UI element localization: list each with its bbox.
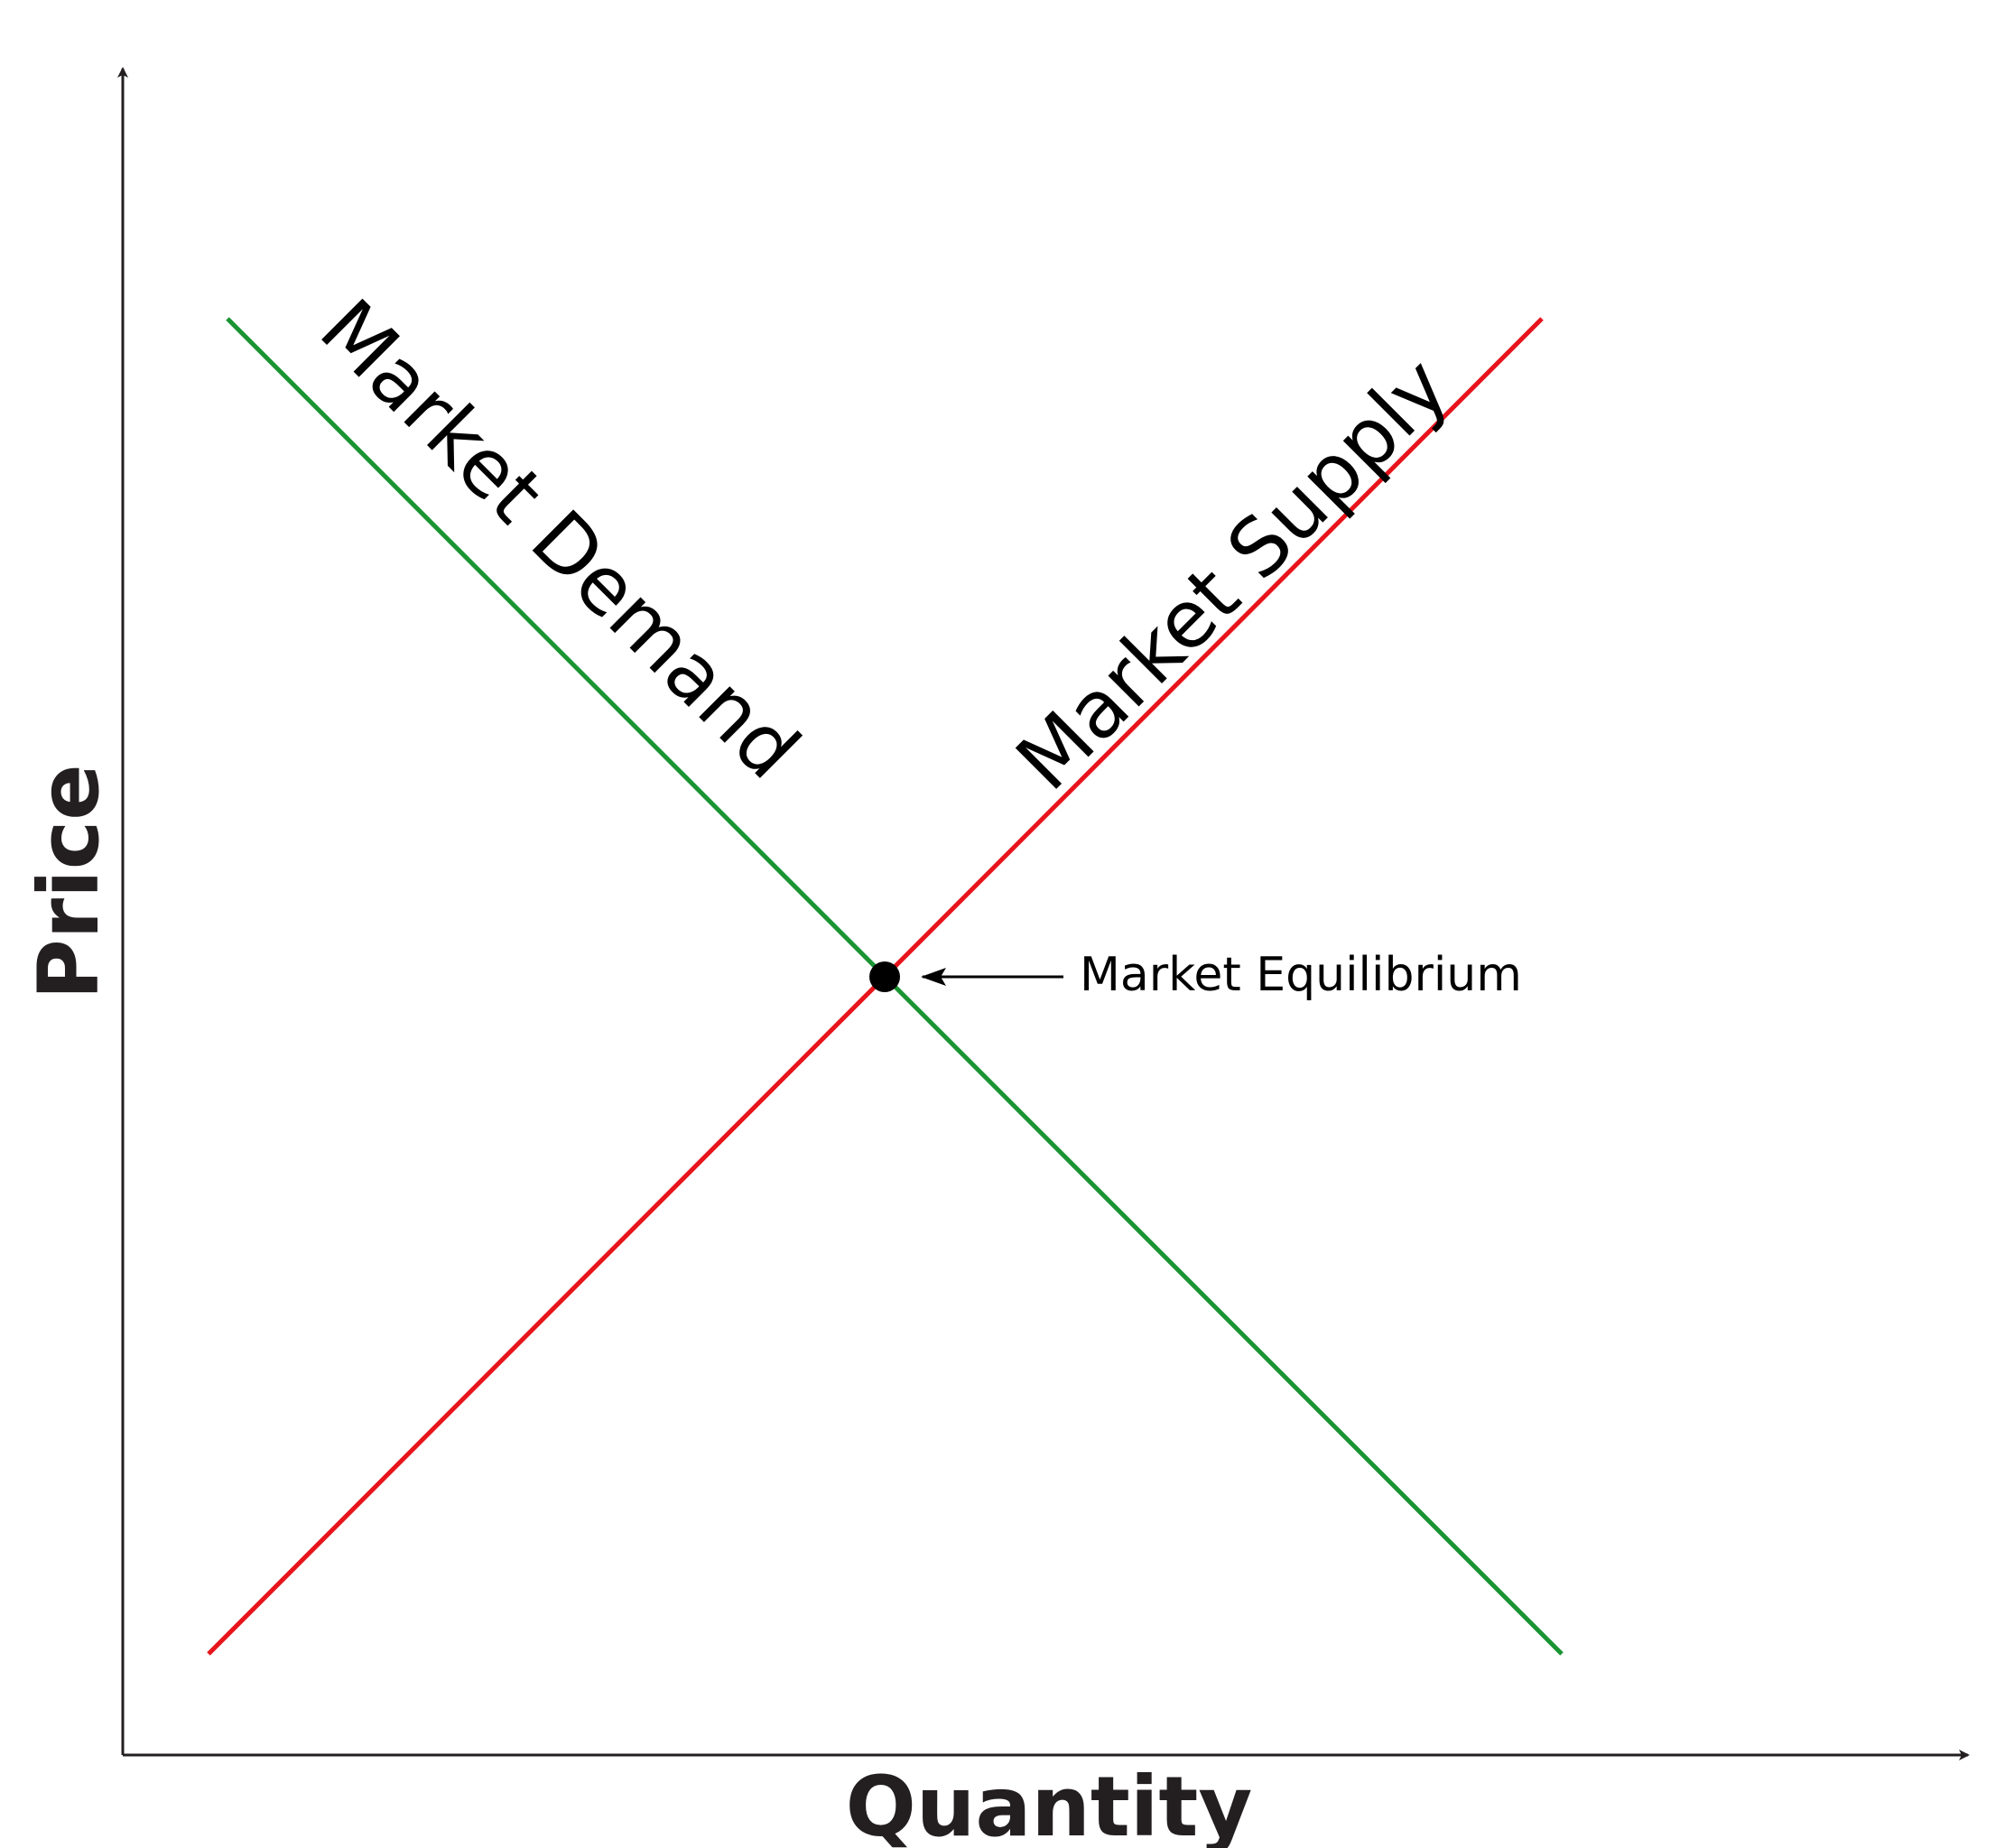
y-axis-title: Price <box>21 764 117 999</box>
demand-curve-label: Market Demand <box>302 282 817 796</box>
equilibrium-point <box>869 961 900 992</box>
equilibrium-label: Market Equilibrium <box>1080 948 1522 1002</box>
supply-curve-label: Market Supply <box>998 339 1467 808</box>
x-axis-title: Quantity <box>846 1759 1253 1848</box>
